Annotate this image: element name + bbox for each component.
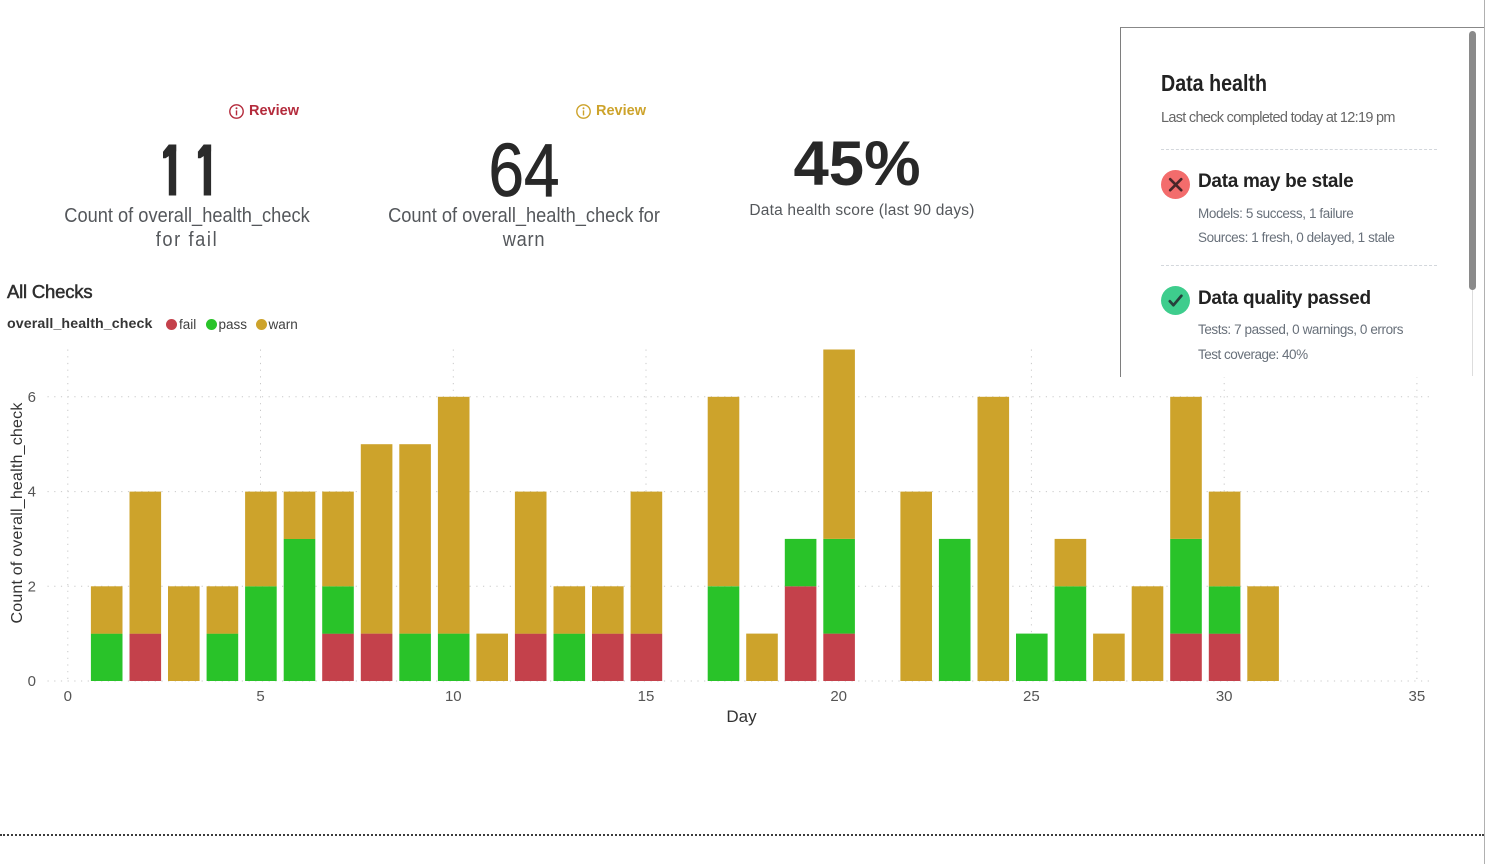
svg-text:10: 10 <box>445 688 462 705</box>
svg-text:35: 35 <box>1409 688 1426 705</box>
svg-text:20: 20 <box>830 688 847 705</box>
svg-text:4: 4 <box>28 484 36 501</box>
svg-text:Count of overall_health_check: Count of overall_health_check <box>9 402 26 624</box>
svg-text:2: 2 <box>28 578 36 595</box>
svg-text:5: 5 <box>256 688 264 705</box>
svg-text:0: 0 <box>64 688 72 705</box>
svg-text:15: 15 <box>638 688 655 705</box>
svg-text:Day: Day <box>726 707 757 726</box>
svg-text:0: 0 <box>28 673 36 690</box>
svg-text:25: 25 <box>1023 688 1040 705</box>
svg-text:30: 30 <box>1216 688 1233 705</box>
svg-text:6: 6 <box>28 389 36 406</box>
